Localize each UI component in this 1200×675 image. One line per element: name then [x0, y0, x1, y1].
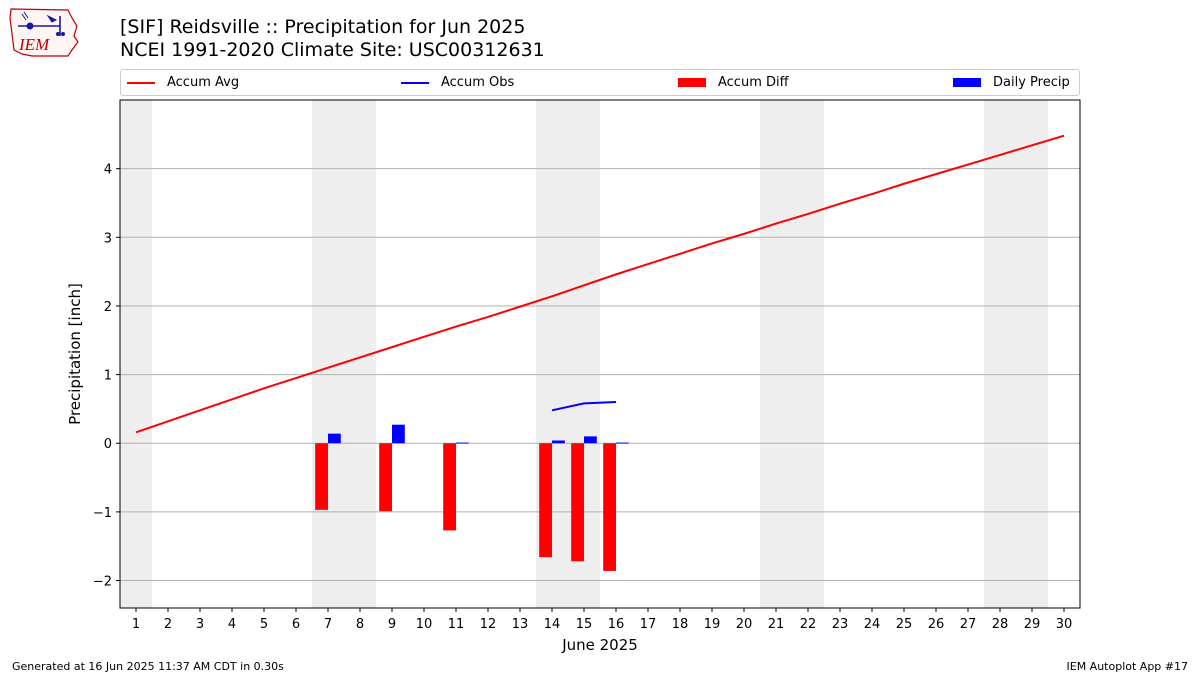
weekend-band-0: [120, 100, 152, 608]
x-tick-label: 18: [672, 617, 689, 632]
x-tick-label: 15: [576, 617, 593, 632]
daily-precip-bar: [392, 424, 405, 444]
legend-item-accum-avg: Accum Avg: [127, 70, 239, 95]
x-tick-label: 13: [512, 617, 529, 632]
accum-diff-bar: [315, 443, 328, 510]
x-axis-label: June 2025: [561, 636, 638, 654]
gridlines: [120, 168, 1080, 582]
weekend-band-3: [760, 100, 824, 608]
weekend-band-1: [312, 100, 376, 608]
accum-diff-bar: [443, 443, 456, 531]
iowa-state-outline: [9, 8, 79, 57]
weekend-shading: [120, 100, 1048, 608]
legend-label-daily-precip: Daily Precip: [993, 75, 1070, 90]
y-tick-label: 4: [104, 163, 112, 178]
x-tick-label: 17: [640, 617, 657, 632]
x-tick-label: 12: [480, 617, 497, 632]
legend-item-daily-precip: Daily Precip: [953, 70, 1070, 95]
legend-swatch-daily-precip: [953, 78, 981, 87]
accum-diff-bar: [603, 443, 616, 571]
daily-precip-bar: [456, 442, 469, 444]
y-tick-label: 2: [104, 300, 112, 315]
weather-instruments-icon: [18, 11, 65, 36]
y-axis-label: Precipitation [inch]: [66, 283, 84, 425]
x-tick-label: 22: [800, 617, 817, 632]
chart-subtitle: NCEI 1991-2020 Climate Site: USC00312631: [120, 39, 545, 61]
x-tick-label: 9: [388, 617, 396, 632]
x-tick-label: 7: [324, 617, 332, 632]
legend-label-accum-diff: Accum Diff: [718, 75, 789, 90]
x-tick-label: 5: [260, 617, 268, 632]
x-tick-label: 6: [292, 617, 300, 632]
y-tick-label: 0: [104, 437, 112, 452]
y-tick-label: −1: [93, 506, 112, 521]
daily-precip-bar: [616, 442, 629, 444]
chart-title: [SIF] Reidsville :: Precipitation for Ju…: [120, 16, 526, 38]
legend-swatch-accum-obs: [401, 81, 429, 84]
accum-diff-bar: [379, 443, 392, 512]
x-tick-label: 8: [356, 617, 364, 632]
x-tick-label: 14: [544, 617, 561, 632]
x-tick-label: 29: [1024, 617, 1041, 632]
daily-precip-bar: [584, 436, 597, 444]
series-lines: [135, 134, 1065, 434]
x-tick-label: 24: [864, 617, 881, 632]
x-tick-label: 1: [132, 617, 140, 632]
x-tick-label: 20: [736, 617, 753, 632]
accum-diff-bar: [539, 443, 552, 558]
daily-precip-bar: [552, 440, 565, 444]
x-tick-label: 10: [416, 617, 433, 632]
weekend-band-4: [984, 100, 1048, 608]
legend: Accum Avg Accum Obs Accum Diff Daily Pre…: [120, 69, 1080, 96]
x-tick-label: 2: [164, 617, 172, 632]
legend-label-accum-avg: Accum Avg: [167, 75, 240, 90]
generated-timestamp: Generated at 16 Jun 2025 11:37 AM CDT in…: [12, 660, 284, 673]
legend-label-accum-obs: Accum Obs: [441, 75, 515, 90]
accum-avg-line: [135, 134, 1065, 434]
x-tick-label: 16: [608, 617, 625, 632]
legend-swatch-accum-avg: [127, 81, 155, 84]
y-tick-label: −2: [93, 575, 112, 590]
x-tick-label: 4: [228, 617, 236, 632]
x-tick-label: 3: [196, 617, 204, 632]
x-tick-label: 19: [704, 617, 721, 632]
y-tick-label: 3: [104, 231, 112, 246]
daily-precip-bar: [328, 433, 341, 444]
legend-swatch-accum-diff: [678, 78, 706, 87]
x-tick-label: 25: [896, 617, 913, 632]
autoplot-app-id: IEM Autoplot App #17: [1066, 660, 1189, 673]
x-tick-label: 26: [928, 617, 945, 632]
weekend-band-2: [536, 100, 600, 608]
iem-logo-text: IEM: [18, 35, 50, 54]
legend-item-accum-diff: Accum Diff: [678, 70, 789, 95]
legend-item-accum-obs: Accum Obs: [401, 70, 514, 95]
plot-frame: [119, 99, 1081, 609]
iem-logo: IEM: [9, 8, 79, 57]
accum-diff-bar: [571, 443, 584, 562]
x-tick-label: 27: [960, 617, 977, 632]
x-tick-label: 23: [832, 617, 849, 632]
x-tick-label: 28: [992, 617, 1009, 632]
x-tick-label: 11: [448, 617, 465, 632]
accum-obs-line: [551, 401, 617, 412]
y-tick-label: 1: [104, 369, 112, 384]
bars: [315, 424, 629, 571]
x-tick-label: 21: [768, 617, 785, 632]
x-tick-label: 30: [1056, 617, 1073, 632]
